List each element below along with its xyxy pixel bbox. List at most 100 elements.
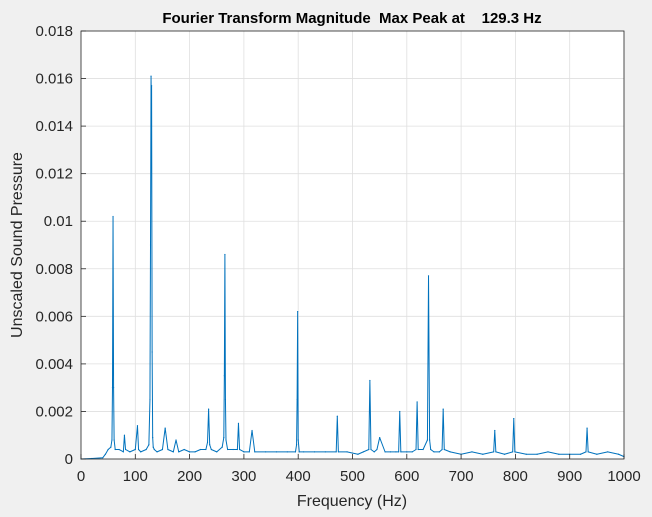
data-point	[449, 451, 451, 453]
data-point	[172, 451, 174, 453]
data-point	[223, 437, 225, 439]
data-point	[137, 448, 140, 451]
data-point	[151, 351, 153, 353]
data-point	[294, 451, 297, 453]
data-point	[441, 448, 443, 451]
data-point	[547, 451, 549, 453]
data-point	[427, 275, 430, 277]
data-point	[373, 451, 375, 453]
data-point	[149, 244, 152, 246]
data-point	[376, 448, 378, 451]
data-point	[111, 439, 113, 441]
data-point	[102, 457, 104, 459]
data-point	[224, 398, 227, 401]
data-point	[224, 253, 226, 256]
data-point	[140, 451, 142, 453]
data-point	[251, 429, 253, 432]
data-point	[134, 448, 136, 451]
data-point	[422, 448, 424, 451]
data-point	[248, 451, 250, 453]
data-point	[430, 448, 432, 451]
x-tick-label: 200	[177, 468, 202, 485]
data-point	[152, 437, 154, 439]
data-point	[189, 451, 191, 453]
y-tick-label: 0.012	[35, 166, 73, 183]
data-point	[389, 451, 392, 453]
data-point	[586, 427, 588, 429]
data-point	[178, 451, 180, 453]
data-point	[129, 451, 131, 453]
data-point	[175, 439, 177, 441]
data-point	[442, 408, 444, 410]
x-tick-label: 100	[123, 468, 148, 485]
data-point	[471, 451, 473, 453]
data-point	[379, 437, 381, 439]
data-point	[225, 439, 227, 441]
chart-title: Fourier Transform Magnitude Max Peak at …	[162, 10, 541, 27]
data-point	[153, 448, 155, 451]
y-tick-label: 0.01	[44, 213, 73, 230]
data-point	[400, 451, 402, 453]
data-point	[183, 448, 185, 451]
data-point	[123, 434, 126, 436]
x-tick-label: 1000	[607, 468, 640, 485]
data-point	[206, 441, 209, 443]
data-point	[482, 453, 484, 455]
data-point	[118, 448, 120, 451]
data-point	[493, 451, 495, 453]
data-point	[221, 446, 223, 448]
data-point	[296, 398, 298, 401]
data-point	[152, 446, 154, 448]
data-point	[337, 451, 339, 453]
data-point	[194, 451, 196, 453]
x-tick-label: 900	[557, 468, 582, 485]
data-point	[494, 429, 496, 432]
data-point	[113, 439, 115, 441]
data-point	[579, 453, 582, 455]
data-point	[411, 451, 413, 453]
data-point	[587, 451, 589, 453]
data-point	[369, 379, 371, 382]
data-point	[286, 451, 288, 453]
data-point	[254, 451, 256, 453]
y-tick-label: 0.014	[35, 118, 73, 135]
data-point	[232, 448, 234, 451]
data-point	[503, 453, 506, 455]
data-point	[399, 410, 401, 413]
data-point	[324, 451, 326, 453]
data-point	[395, 451, 397, 453]
y-tick-label: 0.016	[35, 71, 73, 88]
data-point	[558, 453, 560, 455]
data-point	[104, 453, 107, 455]
x-tick-label: 600	[394, 468, 419, 485]
data-point	[297, 439, 299, 441]
data-point	[298, 451, 300, 453]
data-point	[238, 448, 241, 451]
data-point	[416, 401, 418, 403]
data-point	[148, 444, 150, 446]
data-point	[164, 427, 166, 429]
data-point	[368, 448, 370, 451]
data-point	[295, 444, 298, 446]
x-axis-label: Frequency (Hz)	[297, 493, 407, 510]
data-point	[150, 75, 152, 77]
data-point	[513, 417, 515, 420]
y-axis-label: Unscaled Sound Pressure	[9, 152, 26, 338]
data-point	[357, 453, 359, 455]
data-point	[596, 453, 598, 455]
data-point	[607, 451, 609, 453]
x-tick-label: 400	[286, 468, 311, 485]
data-point	[216, 451, 218, 453]
data-point	[124, 448, 127, 451]
y-tick-label: 0.002	[35, 403, 73, 420]
data-point	[433, 451, 435, 453]
data-point	[265, 451, 267, 453]
data-point	[167, 448, 169, 451]
data-point	[514, 451, 516, 453]
data-point	[150, 89, 152, 92]
data-point	[443, 448, 445, 451]
data-point	[335, 451, 337, 453]
data-point	[426, 439, 429, 441]
data-point	[156, 451, 158, 453]
